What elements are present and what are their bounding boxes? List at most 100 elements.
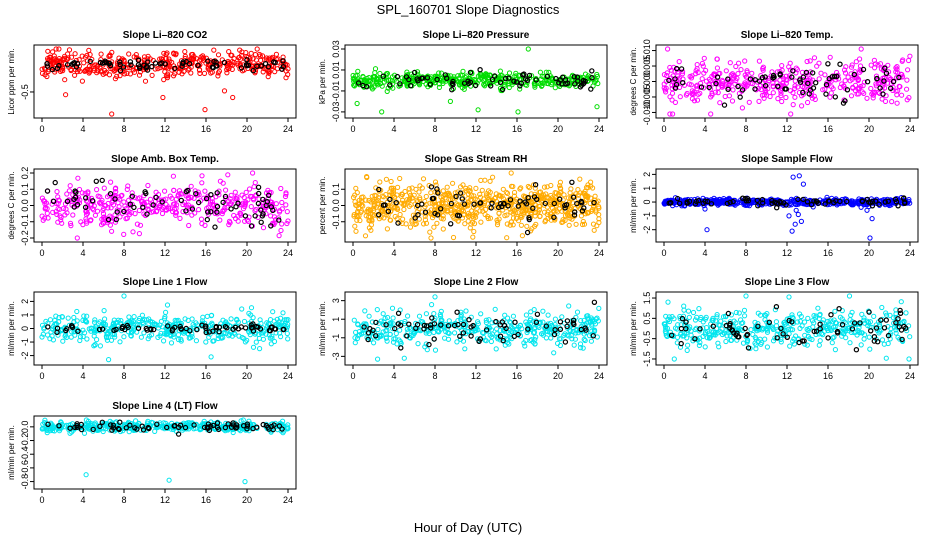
data-point — [798, 218, 805, 224]
data-point — [721, 102, 728, 108]
data-point — [60, 68, 66, 74]
data-point — [126, 51, 132, 57]
data-point — [397, 327, 403, 333]
data-point — [674, 65, 680, 72]
data-point — [44, 63, 51, 69]
data-point — [899, 92, 905, 98]
data-point — [484, 80, 491, 86]
data-point — [109, 228, 115, 234]
data-point — [226, 49, 232, 55]
data-point — [64, 56, 71, 62]
data-point — [575, 78, 581, 84]
data-point — [210, 64, 217, 71]
data-point — [434, 76, 440, 83]
data-point — [226, 222, 232, 228]
data-point — [109, 111, 115, 117]
data-point — [490, 174, 496, 180]
y-tick-label: -0.005 — [642, 84, 652, 110]
data-point — [128, 62, 134, 68]
data-point — [416, 313, 423, 319]
data-point — [266, 55, 272, 61]
data-point — [284, 330, 290, 337]
data-point — [415, 341, 421, 347]
data-point — [161, 50, 167, 56]
y-tick-label: 1 — [331, 317, 341, 322]
data-point — [713, 80, 719, 87]
data-point — [591, 79, 598, 85]
data-point — [807, 58, 813, 64]
data-point — [284, 209, 290, 215]
data-point — [559, 81, 565, 87]
data-point — [852, 88, 859, 94]
data-point — [737, 94, 743, 100]
data-point — [904, 77, 910, 83]
data-point — [172, 65, 178, 72]
data-point — [495, 76, 501, 82]
x-tick-label: 4 — [80, 371, 85, 381]
data-point — [98, 69, 105, 75]
x-tick-label: 24 — [283, 124, 293, 134]
y-tick-label: 0.2 — [20, 167, 30, 180]
data-point — [84, 52, 90, 59]
data-point — [700, 63, 706, 69]
data-point — [68, 54, 75, 60]
data-point — [875, 62, 881, 68]
data-point — [228, 192, 234, 198]
data-point — [276, 233, 282, 239]
data-point — [704, 227, 710, 233]
data-point — [258, 219, 264, 225]
data-point — [684, 347, 690, 353]
data-point — [510, 215, 517, 221]
data-point — [463, 73, 469, 79]
data-point — [257, 346, 263, 352]
x-tick-label: 4 — [702, 248, 707, 258]
data-point — [811, 55, 818, 61]
data-point — [160, 57, 166, 63]
data-point — [880, 75, 886, 82]
data-point — [517, 86, 523, 92]
data-point — [553, 75, 559, 82]
data-point — [562, 339, 569, 345]
data-point — [211, 58, 217, 65]
data-point — [101, 185, 107, 191]
data-point — [208, 354, 214, 360]
data-point — [685, 342, 691, 348]
data-point — [388, 178, 394, 185]
data-point — [588, 179, 594, 185]
data-point — [236, 55, 242, 61]
data-point — [832, 347, 839, 353]
data-point — [526, 72, 533, 79]
data-point — [111, 68, 117, 74]
data-point — [278, 185, 284, 192]
data-point — [828, 90, 834, 96]
data-point — [729, 98, 736, 104]
data-point — [739, 87, 746, 93]
data-point — [514, 79, 520, 85]
data-point — [879, 96, 885, 102]
data-point — [532, 84, 538, 90]
data-point — [752, 77, 759, 83]
data-point — [904, 86, 910, 92]
data-point — [849, 62, 855, 68]
data-point — [499, 86, 506, 93]
data-point — [820, 87, 826, 93]
y-tick-label: -0.5 — [642, 331, 652, 347]
data-point — [790, 68, 796, 74]
data-point — [518, 80, 525, 86]
data-point — [846, 293, 853, 299]
data-point — [442, 335, 448, 341]
data-point — [506, 81, 512, 87]
data-point — [832, 308, 838, 314]
data-point — [478, 219, 484, 225]
data-point — [786, 64, 792, 70]
data-point — [888, 85, 894, 92]
x-tick-label: 8 — [743, 124, 748, 134]
data-point — [812, 96, 818, 103]
data-point — [71, 314, 77, 321]
data-point — [68, 66, 74, 73]
data-point — [777, 72, 783, 78]
data-point — [811, 93, 817, 99]
data-point — [54, 189, 60, 195]
data-point — [551, 350, 557, 356]
data-point — [270, 309, 276, 315]
